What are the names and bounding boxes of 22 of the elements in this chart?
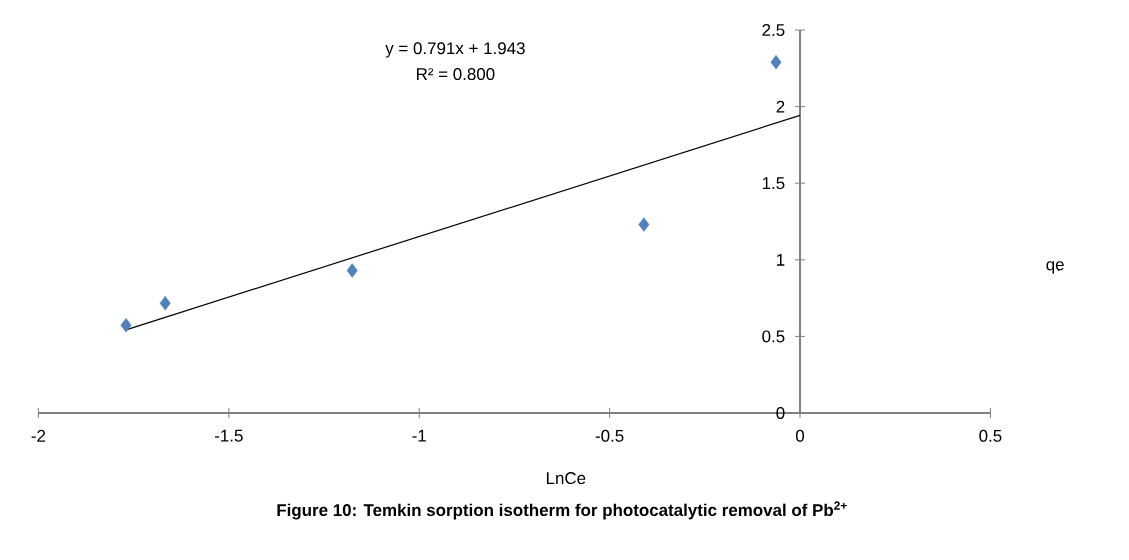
y-tick-label: 2 xyxy=(776,100,785,113)
x-tick-label: -0.5 xyxy=(595,429,624,442)
x-tick-label: 0.5 xyxy=(979,429,1002,442)
x-tick-label: 0 xyxy=(795,429,805,442)
annotation: R² = 0.800 xyxy=(417,68,495,81)
point xyxy=(159,295,171,311)
x-tick-label: -2 xyxy=(31,429,46,442)
y-tick-label: 1 xyxy=(777,253,785,266)
text: Figure 10: Temkin sorption isotherm for photocatalytic removal of Pb$^{2+}$ xyxy=(277,501,847,520)
point xyxy=(638,217,650,232)
y-tick-label: 2.5 xyxy=(762,24,785,36)
y-tick-label: 1.5 xyxy=(762,177,785,190)
annotation: y = 0.791x + 1.943 xyxy=(385,42,525,58)
x-tick-label: -1.5 xyxy=(214,429,243,442)
y-tick-label: 0.5 xyxy=(762,330,785,343)
point xyxy=(770,54,782,70)
x-tick-label: -1 xyxy=(412,429,426,442)
x-axis-title: LnCe xyxy=(546,472,586,485)
y-axis-title: qe xyxy=(1046,261,1064,274)
point xyxy=(346,263,358,278)
point xyxy=(120,318,132,333)
y-tick-label: 0 xyxy=(776,407,785,419)
